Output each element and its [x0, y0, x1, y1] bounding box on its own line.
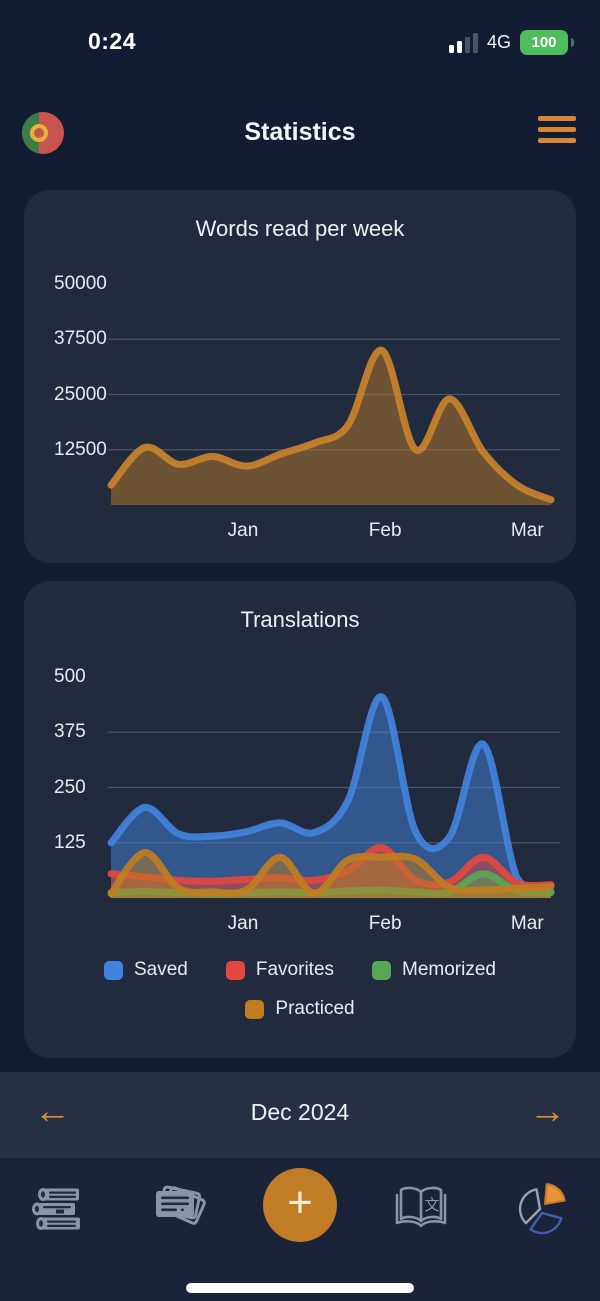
books-icon — [32, 1188, 80, 1230]
x-axis-month-label: Feb — [368, 913, 402, 934]
legend-swatch — [104, 960, 123, 980]
legend-label: Memorized — [402, 959, 496, 980]
tab-statistics[interactable] — [511, 1176, 573, 1238]
x-axis-month-label: Feb — [368, 520, 402, 541]
y-axis-tick-label: 500 — [54, 666, 86, 687]
battery-percent: 100 — [531, 34, 557, 51]
current-month-label: Dec 2024 — [250, 1099, 350, 1125]
chart-plot — [107, 338, 560, 505]
add-button[interactable]: + — [263, 1168, 337, 1242]
next-month-button[interactable]: → — [529, 1090, 566, 1131]
tab-flashcards[interactable] — [148, 1176, 210, 1238]
x-axis-month-label: Mar — [510, 520, 544, 541]
network-type: 4G — [486, 32, 511, 52]
legend-label: Favorites — [255, 959, 335, 980]
month-nav-bar: ← Dec 2024 → — [0, 1072, 600, 1158]
series-line-words read — [107, 346, 555, 504]
legend-label: Saved — [134, 959, 188, 980]
page-title: Statistics — [244, 118, 356, 146]
chart-title: Words read per week — [195, 216, 405, 241]
battery-tip — [571, 38, 574, 47]
y-axis-tick-label: 25000 — [54, 383, 107, 405]
home-indicator[interactable] — [186, 1283, 414, 1293]
plus-icon: + — [287, 1178, 313, 1227]
legend-item-memorized[interactable]: Memorized — [372, 959, 496, 981]
y-axis-tick-label: 12500 — [54, 438, 107, 460]
y-axis-tick-label: 375 — [54, 721, 86, 743]
header: Statistics — [0, 104, 600, 162]
legend-swatch — [245, 999, 265, 1019]
y-axis-tick-label: 37500 — [54, 328, 107, 350]
legend-swatch — [372, 960, 392, 980]
translations-chart: 500 375 250 125 Jan Feb Mar — [24, 666, 560, 947]
tab-reader[interactable]: 文 — [390, 1176, 452, 1238]
legend-swatch — [225, 960, 245, 980]
chart-plot — [107, 693, 560, 898]
prev-month-button[interactable]: ← — [34, 1090, 71, 1131]
chart-title: Translations — [240, 607, 360, 632]
signal-icon — [448, 33, 478, 53]
status-bar: 0:24 4G 100 — [0, 0, 600, 70]
y-axis-tick-label: 125 — [54, 831, 86, 853]
legend-item-practiced[interactable]: Practiced — [245, 998, 355, 1020]
words-read-chart: 50000 37500 25000 12500 Jan Feb Mar — [24, 273, 560, 554]
menu-icon[interactable] — [538, 116, 576, 143]
x-axis-month-label: Mar — [510, 913, 544, 934]
legend-label: Practiced — [275, 998, 355, 1019]
legend-item-favorites[interactable]: Favorites — [225, 959, 335, 981]
battery-icon: 100 — [520, 30, 568, 55]
translations-card: Translations 500 375 250 125 Jan Feb Mar Saved… — [24, 581, 576, 1058]
pie-chart-icon — [518, 1183, 566, 1235]
x-axis-month-label: Jan — [227, 913, 259, 934]
clock: 0:24 — [87, 28, 137, 54]
words-read-card: Words read per week 50000 37500 25000 12500… — [24, 190, 576, 563]
chart-legend: Saved Favorites Memorized Practiced — [90, 959, 510, 1020]
x-axis-month-label: Jan — [227, 520, 259, 541]
series-line-saved — [107, 693, 555, 895]
flashcards-icon — [156, 1185, 206, 1225]
tab-library[interactable] — [27, 1176, 89, 1238]
y-axis-tick-label: 250 — [54, 776, 86, 798]
tab-bar: + 文 — [0, 1158, 600, 1301]
reader-book-icon: 文 — [395, 1186, 447, 1228]
svg-text:文: 文 — [424, 1196, 439, 1214]
language-flag-icon[interactable] — [22, 112, 64, 154]
y-axis-tick-label: 50000 — [54, 273, 107, 294]
legend-item-saved[interactable]: Saved — [104, 959, 188, 981]
series-line-practiced — [107, 849, 555, 898]
